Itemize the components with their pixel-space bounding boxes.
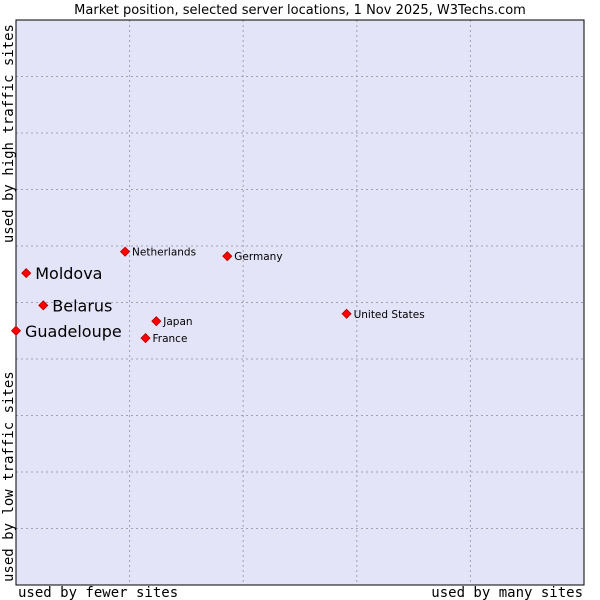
point-label-guadeloupe: Guadeloupe xyxy=(25,322,122,341)
marker-united-states xyxy=(341,308,352,319)
marker-netherlands xyxy=(119,246,131,257)
chart-title: Market position, selected server locatio… xyxy=(74,3,526,18)
data-point-japan: Japan xyxy=(151,316,193,328)
data-point-belarus: Belarus xyxy=(38,296,112,315)
plot-border xyxy=(15,19,585,586)
point-label-germany: Germany xyxy=(234,251,282,263)
plot-area xyxy=(16,20,584,585)
point-label-moldova: Moldova xyxy=(35,264,102,283)
data-point-germany: Germany xyxy=(222,251,283,263)
point-label-japan: Japan xyxy=(162,316,192,328)
data-point-united-states: United States xyxy=(341,308,425,321)
data-point-guadeloupe: Guadeloupe xyxy=(10,322,122,341)
data-point-moldova: Moldova xyxy=(21,264,102,283)
data-point-france: France xyxy=(140,333,188,345)
marker-belarus xyxy=(38,300,49,311)
x-axis-label-right: used by many sites xyxy=(431,585,583,600)
point-label-belarus: Belarus xyxy=(52,296,112,315)
x-axis-label-left: used by fewer sites xyxy=(18,585,178,600)
marker-japan xyxy=(151,316,162,327)
marker-france xyxy=(140,333,151,344)
marker-germany xyxy=(222,251,233,262)
point-label-netherlands: Netherlands xyxy=(132,247,196,259)
data-point-netherlands: Netherlands xyxy=(119,246,196,259)
data-points: Netherlands Germany Moldova Belarus United S… xyxy=(10,246,425,345)
y-axis-label-top: used by high traffic sites xyxy=(1,24,17,243)
point-label-united-states: United States xyxy=(354,309,425,321)
point-label-france: France xyxy=(153,333,188,345)
marker-moldova xyxy=(21,268,32,279)
marker-guadeloupe xyxy=(10,325,22,336)
grid xyxy=(16,20,584,585)
y-axis-label-bottom: used by low traffic sites xyxy=(1,371,17,582)
